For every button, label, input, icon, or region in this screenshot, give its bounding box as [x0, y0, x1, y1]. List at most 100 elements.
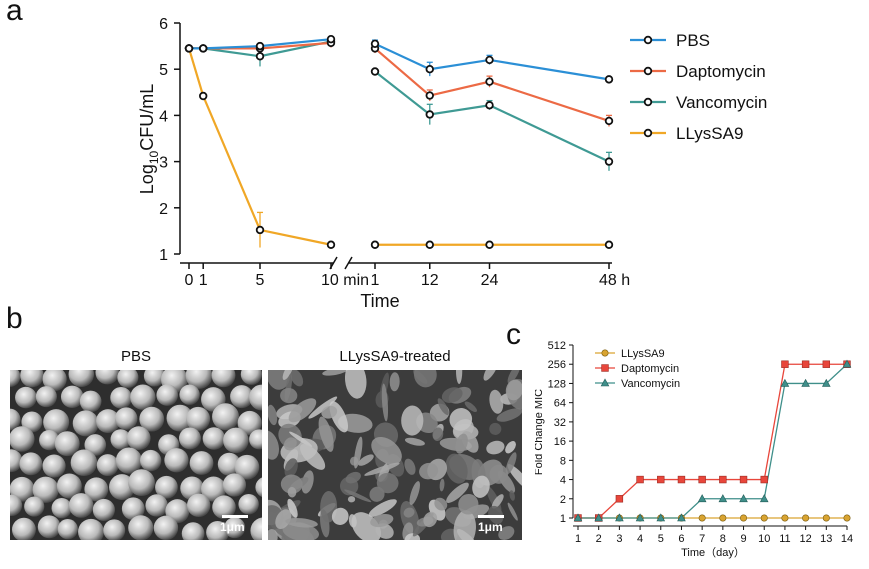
sem-coccus: [153, 515, 179, 540]
a-x-axis-label: Time: [360, 291, 399, 311]
sem-title-pbs: PBS: [120, 348, 151, 365]
sem-debris: [439, 478, 445, 492]
sem-debris: [505, 379, 522, 401]
sem-debris: [491, 494, 504, 509]
a-point-llyssa9: [255, 225, 265, 235]
sem-coccus: [128, 469, 155, 497]
sem-debris: [507, 464, 522, 492]
c-point-vancomycin: [842, 359, 852, 368]
sem-coccus: [249, 429, 262, 450]
c-point-llyssa9: [601, 349, 609, 357]
sem-debris: [449, 408, 473, 431]
scale-label-treated: 1μm: [478, 520, 503, 534]
sem-coccus: [212, 495, 236, 520]
a-point-pbs: [255, 41, 265, 51]
sem-coccus: [201, 476, 227, 502]
c-point-vancomycin: [615, 513, 624, 522]
c-point-llyssa9: [802, 514, 810, 522]
a-point-daptomycin: [485, 77, 494, 86]
a-x-tick-label: 12: [421, 272, 439, 289]
sem-debris: [409, 481, 420, 505]
sem-coccus: [130, 384, 156, 410]
sem-coccus: [240, 370, 262, 385]
sem-debris: [507, 370, 521, 384]
sem-coccus: [68, 493, 94, 518]
a-series-line-vancomycin-right: [374, 70, 610, 163]
sem-debris: [301, 470, 314, 494]
sem-coccus: [10, 426, 35, 452]
sem-debris: [446, 482, 469, 503]
sem-coccus: [79, 390, 102, 413]
sem-debris: [453, 510, 476, 540]
sem-coccus: [128, 515, 154, 540]
c-point-llyssa9: [760, 514, 768, 522]
a-series-line-llyssa9-left: [187, 48, 332, 246]
sem-debris: [371, 436, 402, 465]
a-y-tick-label: 3: [159, 155, 168, 172]
a-point-vancomycin: [485, 101, 494, 110]
c-legend-label-daptomycin: Daptomycin: [621, 363, 679, 375]
c-point-vancomycin: [677, 513, 686, 522]
c-y-tick-label: 64: [554, 398, 566, 410]
sem-debris: [268, 404, 278, 426]
c-point-daptomycin: [677, 475, 686, 484]
a-legend-label-vancomycin: Vancomycin: [676, 93, 767, 112]
sem-coccus: [84, 434, 107, 456]
sem-debris: [370, 513, 394, 528]
a-x-tick-label: 0: [185, 272, 194, 289]
sem-coccus: [10, 370, 21, 387]
a-x-tick-label: 24: [481, 272, 499, 289]
sem-debris: [423, 511, 438, 528]
sem-coccus: [95, 370, 120, 385]
sem-coccus: [139, 406, 165, 432]
a-point-pbs: [604, 75, 614, 84]
sem-debris: [375, 523, 394, 539]
sem-image-treated: 1μm: [268, 370, 522, 540]
sem-debris: [275, 509, 292, 530]
sem-coccus: [70, 449, 98, 476]
c-point-daptomycin: [636, 475, 644, 484]
a-point-vancomycin: [370, 67, 380, 76]
sem-coccus: [42, 454, 66, 478]
sem-debris: [496, 408, 522, 422]
sem-debris: [440, 528, 458, 540]
sem-coccus: [212, 403, 239, 431]
sem-coccus: [143, 370, 166, 387]
sem-coccus: [19, 452, 43, 476]
a-x-break-mark: [344, 256, 353, 270]
c-point-daptomycin: [657, 475, 665, 484]
c-x-tick-label: 8: [720, 533, 726, 545]
c-x-tick-label: 5: [658, 533, 664, 545]
sem-debris: [404, 533, 421, 540]
sem-debris: [413, 370, 437, 388]
a-point-vancomycin: [425, 110, 434, 119]
sem-debris: [308, 396, 338, 419]
sem-debris: [489, 422, 502, 435]
c-point-vancomycin: [656, 513, 666, 522]
sem-coccus: [178, 427, 201, 450]
sem-debris: [483, 370, 499, 381]
c-series-line-vancomycin: [578, 363, 848, 519]
sem-debris: [376, 472, 399, 494]
sem-debris: [381, 383, 389, 422]
a-y-axis-label: Log10CFU/mL: [137, 84, 161, 194]
sem-debris: [488, 505, 504, 525]
sem-debris: [445, 453, 468, 484]
a-legend-marker-llyssa9: [643, 128, 653, 138]
c-x-tick-label: 2: [596, 533, 602, 545]
c-legend-label-llyssa9: LLysSA9: [621, 348, 665, 360]
c-x-tick-label: 9: [740, 533, 746, 545]
c-y-tick-label: 128: [548, 378, 566, 390]
sem-coccus: [110, 386, 132, 409]
a-point-pbs: [485, 55, 494, 65]
a-point-pbs: [326, 34, 336, 44]
c-point-daptomycin: [615, 495, 624, 503]
c-point-llyssa9: [822, 514, 830, 522]
a-series-line-daptomycin-right: [374, 47, 610, 122]
c-point-daptomycin: [781, 360, 789, 368]
sem-coccus: [155, 475, 178, 499]
a-point-daptomycin: [425, 91, 434, 100]
sem-debris: [288, 398, 317, 423]
sem-coccus: [223, 427, 249, 454]
